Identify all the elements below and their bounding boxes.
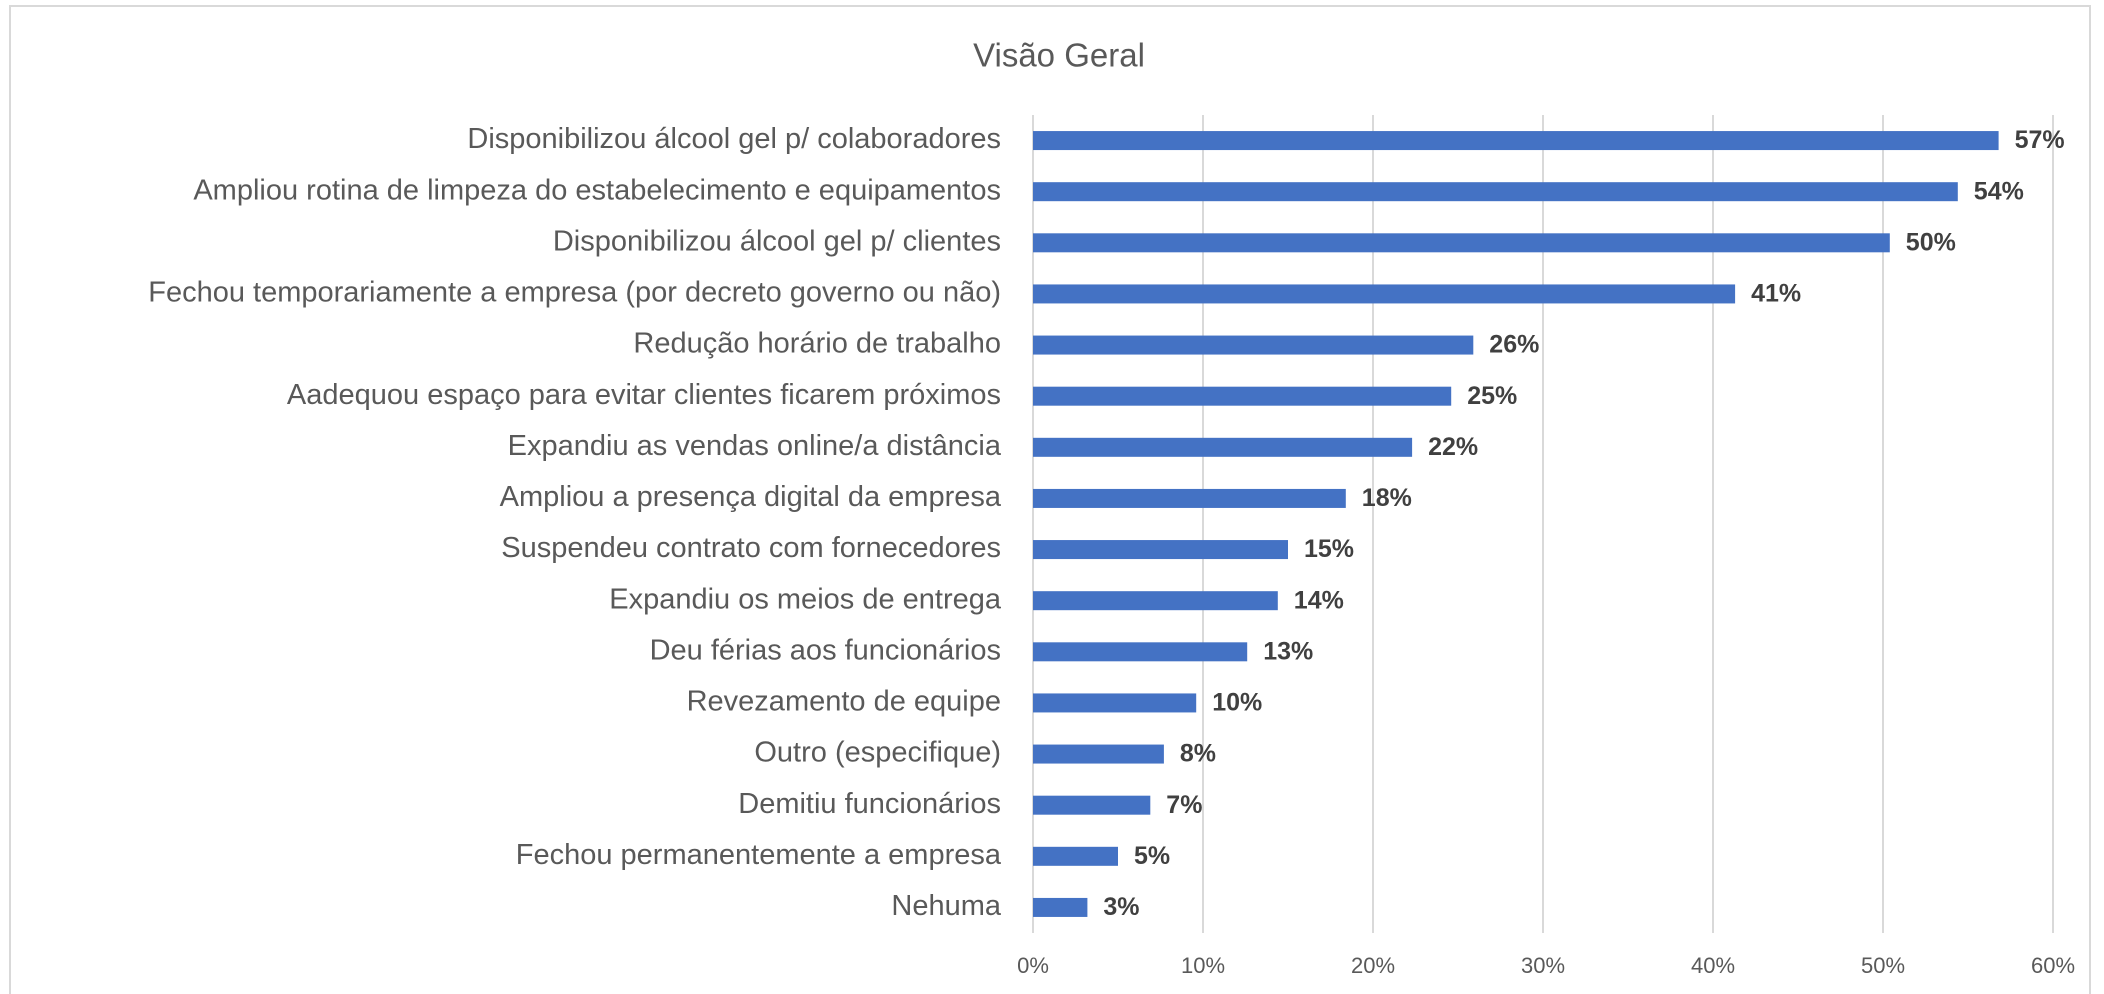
- y-tick-label: Deu férias aos funcionários: [650, 634, 1001, 666]
- y-tick-label: Outro (especifique): [754, 737, 1001, 769]
- data-label: 54%: [1974, 177, 2024, 205]
- y-tick-label: Revezamento de equipe: [687, 686, 1001, 718]
- data-label: 13%: [1263, 637, 1313, 665]
- x-tick-label: 60%: [2031, 953, 2075, 978]
- y-tick-label: Expandiu os meios de entrega: [609, 583, 1002, 615]
- y-tick-label: Nehuma: [891, 890, 1001, 922]
- y-tick-label: Disponibilizou álcool gel p/ colaborador…: [467, 123, 1001, 155]
- bar: [1033, 233, 1890, 253]
- x-tick-label: 10%: [1181, 953, 1225, 978]
- bar: [1033, 131, 1999, 151]
- bar: [1033, 540, 1288, 560]
- y-tick-label: Demitiu funcionários: [738, 788, 1001, 820]
- bar: [1033, 795, 1151, 815]
- data-label: 7%: [1166, 791, 1202, 819]
- data-label: 15%: [1304, 535, 1354, 563]
- y-tick-label: Disponibilizou álcool gel p/ clientes: [553, 225, 1001, 257]
- y-tick-label: Ampliou a presença digital da empresa: [500, 481, 1002, 513]
- chart-title: Visão Geral: [973, 37, 1145, 74]
- data-label: 50%: [1906, 228, 1956, 256]
- y-tick-label: Aadequou espaço para evitar clientes fic…: [287, 379, 1001, 411]
- x-tick-label: 50%: [1861, 953, 1905, 978]
- y-tick-label: Ampliou rotina de limpeza do estabelecim…: [193, 174, 1001, 206]
- bar: [1033, 284, 1736, 304]
- data-label: 41%: [1751, 280, 1801, 308]
- data-label: 3%: [1103, 893, 1139, 921]
- x-tick-label: 30%: [1521, 953, 1565, 978]
- x-tick-label: 20%: [1351, 953, 1395, 978]
- bar: [1033, 744, 1164, 764]
- bar: [1033, 591, 1278, 611]
- bar: [1033, 897, 1088, 917]
- x-tick-label: 40%: [1691, 953, 1735, 978]
- data-label: 18%: [1362, 484, 1412, 512]
- data-label: 5%: [1134, 842, 1170, 870]
- bar: [1033, 846, 1118, 866]
- y-tick-label: Suspendeu contrato com fornecedores: [501, 532, 1001, 564]
- bar: [1033, 642, 1248, 662]
- bar: [1033, 182, 1958, 202]
- data-label: 25%: [1467, 382, 1517, 410]
- data-label: 14%: [1294, 586, 1344, 614]
- y-tick-label: Redução horário de trabalho: [633, 328, 1001, 360]
- y-tick-label: Fechou temporariamente a empresa (por de…: [148, 277, 1001, 309]
- x-tick-label: 0%: [1017, 953, 1049, 978]
- data-label: 10%: [1212, 689, 1262, 717]
- y-tick-label: Fechou permanentemente a empresa: [516, 839, 1002, 871]
- data-label: 22%: [1428, 433, 1478, 461]
- data-label: 8%: [1180, 740, 1216, 768]
- bar: [1033, 335, 1474, 355]
- data-label: 57%: [2015, 126, 2065, 154]
- y-tick-label: Expandiu as vendas online/a distância: [508, 430, 1002, 462]
- bar: [1033, 437, 1413, 457]
- bar: [1033, 488, 1346, 508]
- bar: [1033, 693, 1197, 713]
- bar: [1033, 386, 1452, 406]
- data-label: 26%: [1489, 331, 1539, 359]
